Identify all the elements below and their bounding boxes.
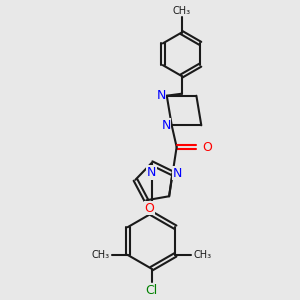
Text: CH₃: CH₃ bbox=[172, 6, 190, 16]
Text: O: O bbox=[145, 202, 154, 214]
Text: CH₃: CH₃ bbox=[92, 250, 110, 260]
Text: N: N bbox=[161, 119, 171, 132]
Text: N: N bbox=[172, 167, 182, 180]
Text: CH₃: CH₃ bbox=[193, 250, 211, 260]
Text: Cl: Cl bbox=[146, 284, 158, 298]
Text: N: N bbox=[147, 166, 156, 179]
Text: O: O bbox=[202, 140, 212, 154]
Text: N: N bbox=[156, 89, 166, 102]
